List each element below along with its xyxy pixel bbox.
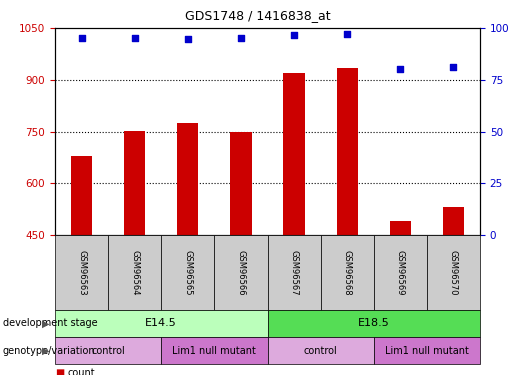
Point	[77, 35, 85, 41]
Text: control: control	[304, 345, 337, 355]
Bar	[283, 73, 305, 235]
Text: ▶: ▶	[42, 318, 49, 328]
Text: GSM96563: GSM96563	[77, 250, 86, 296]
Point	[184, 36, 192, 42]
Text: Lim1 null mutant: Lim1 null mutant	[173, 345, 256, 355]
Text: GDS1748 / 1416838_at: GDS1748 / 1416838_at	[185, 9, 330, 22]
Bar	[71, 156, 92, 235]
Point	[290, 32, 298, 38]
Text: E14.5: E14.5	[145, 318, 177, 328]
Text: GSM96566: GSM96566	[236, 250, 246, 296]
Text: Lim1 null mutant: Lim1 null mutant	[385, 345, 469, 355]
Text: GSM96565: GSM96565	[183, 250, 192, 295]
Bar	[443, 207, 464, 235]
Text: development stage: development stage	[3, 318, 97, 328]
Bar	[230, 132, 251, 235]
Text: GSM96569: GSM96569	[396, 250, 405, 295]
Text: count: count	[68, 368, 95, 375]
Text: GSM96570: GSM96570	[449, 250, 458, 295]
Point	[237, 35, 245, 41]
Text: genotype/variation: genotype/variation	[3, 345, 95, 355]
Point	[396, 66, 404, 72]
Text: GSM96567: GSM96567	[289, 250, 299, 296]
Bar	[337, 68, 358, 235]
Text: control: control	[91, 345, 125, 355]
Bar	[390, 221, 411, 235]
Point	[343, 31, 351, 37]
Point	[131, 35, 139, 41]
Point	[449, 64, 457, 70]
Bar	[177, 123, 198, 235]
Text: GSM96564: GSM96564	[130, 250, 139, 295]
Text: E18.5: E18.5	[358, 318, 390, 328]
Bar	[124, 131, 145, 235]
Text: ■: ■	[55, 368, 64, 375]
Text: GSM96568: GSM96568	[342, 250, 352, 296]
Text: ▶: ▶	[42, 345, 49, 355]
